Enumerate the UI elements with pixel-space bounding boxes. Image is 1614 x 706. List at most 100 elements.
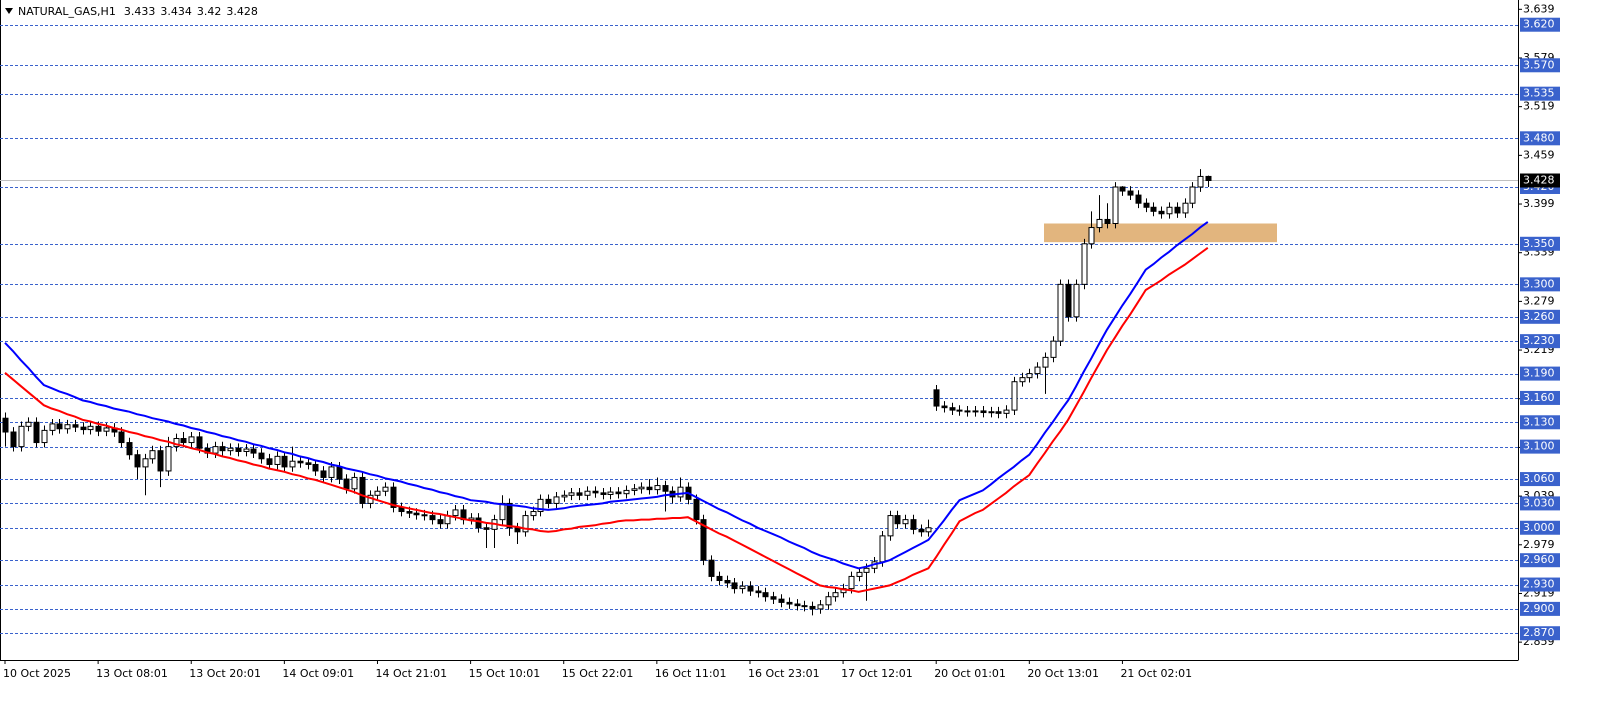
candle-body xyxy=(351,476,358,490)
candle-body xyxy=(1050,340,1057,358)
candle-body xyxy=(956,409,963,412)
collapse-icon[interactable] xyxy=(5,8,13,14)
level-label: 3.570 xyxy=(1523,58,1555,71)
candle-body xyxy=(1057,283,1064,342)
current-price-box xyxy=(1520,173,1560,188)
level-label: 3.060 xyxy=(1523,472,1555,485)
candle-body xyxy=(483,527,490,530)
candle-body xyxy=(173,438,180,448)
x-tick-label: 14 Oct 21:01 xyxy=(375,667,447,680)
moving-average-line xyxy=(4,246,1209,593)
x-tick-label: 14 Oct 09:01 xyxy=(282,667,354,680)
candle-body xyxy=(56,423,63,430)
candle-body xyxy=(794,603,801,607)
x-tick-label: 13 Oct 08:01 xyxy=(96,667,168,680)
candle-body xyxy=(180,438,187,444)
candle-body xyxy=(700,519,707,561)
candle-body xyxy=(1065,283,1072,318)
level-label-box xyxy=(1520,626,1560,641)
candle-body xyxy=(1011,381,1018,411)
candle-body xyxy=(297,460,304,464)
level-label: 3.480 xyxy=(1523,131,1555,144)
chart-title: NATURAL_GAS,H1 xyxy=(18,5,116,18)
candle-body xyxy=(600,492,607,495)
candle-body xyxy=(49,423,56,431)
candle-body xyxy=(825,596,832,606)
candle-body xyxy=(18,425,25,448)
y-tick-label: 3.399 xyxy=(1523,197,1555,210)
candle-body xyxy=(1189,186,1196,204)
candle-body xyxy=(2,417,9,433)
level-label: 3.620 xyxy=(1523,18,1555,31)
candle-body xyxy=(1119,186,1126,192)
level-label: 3.260 xyxy=(1523,310,1555,323)
candle-body xyxy=(848,575,855,590)
candle-body xyxy=(949,407,956,411)
candle-body xyxy=(1019,377,1026,383)
candle-body xyxy=(1104,218,1111,224)
y-tick-label: 3.279 xyxy=(1523,294,1555,307)
candle-body xyxy=(406,511,413,514)
candle-body xyxy=(336,466,343,480)
x-tick-label: 16 Oct 11:01 xyxy=(655,667,727,680)
candle-body xyxy=(607,491,614,495)
candle-body xyxy=(126,442,133,456)
candle-body xyxy=(374,490,381,496)
candle-body xyxy=(157,450,164,472)
candle-body xyxy=(918,528,925,533)
y-tick-label: 3.639 xyxy=(1523,2,1555,15)
candle-body xyxy=(623,489,630,495)
moving-average-line xyxy=(4,221,1209,570)
candle-body xyxy=(654,485,661,491)
candle-body xyxy=(662,485,669,492)
candle-body xyxy=(724,579,731,584)
candle-body xyxy=(1197,175,1204,188)
candle-body xyxy=(902,519,909,525)
candle-body xyxy=(553,496,560,504)
candle-body xyxy=(887,515,894,537)
candle-body xyxy=(250,448,257,454)
level-label: 2.930 xyxy=(1523,578,1555,591)
candle-body xyxy=(530,511,537,517)
candle-body xyxy=(437,519,444,525)
candle-body xyxy=(770,596,777,600)
level-label: 2.900 xyxy=(1523,602,1555,615)
candle-body xyxy=(522,515,529,533)
chart-header: NATURAL_GAS,H1 3.433 3.434 3.42 3.428 xyxy=(18,5,258,18)
candle-body xyxy=(64,424,71,430)
last-low: 3.42 xyxy=(197,5,222,18)
level-label: 3.130 xyxy=(1523,415,1555,428)
candle-body xyxy=(910,519,917,530)
candle-body xyxy=(995,411,1002,414)
level-label-box xyxy=(1520,309,1560,324)
candle-body xyxy=(801,605,808,608)
x-tick-label: 13 Oct 20:01 xyxy=(189,667,261,680)
candle-body xyxy=(646,486,653,491)
candle-body xyxy=(312,463,319,472)
last-open: 3.433 xyxy=(124,5,156,18)
candle-body xyxy=(212,446,219,454)
candle-body xyxy=(1003,409,1010,414)
level-label: 3.030 xyxy=(1523,496,1555,509)
y-tick-label: 3.519 xyxy=(1523,100,1555,113)
candle-body xyxy=(305,462,312,465)
candle-body xyxy=(87,425,94,431)
candle-body xyxy=(708,559,715,577)
candle-body xyxy=(1042,356,1049,368)
x-tick-label: 16 Oct 23:01 xyxy=(748,667,820,680)
candle-body xyxy=(320,470,327,478)
candle-body xyxy=(390,486,397,508)
candle-body xyxy=(1096,218,1103,229)
candle-body xyxy=(475,517,482,529)
candle-body xyxy=(638,486,645,490)
candle-body xyxy=(281,455,288,468)
candle-body xyxy=(413,512,420,516)
candle-body xyxy=(747,585,754,592)
level-label-box xyxy=(1520,334,1560,349)
candle-body xyxy=(762,592,769,598)
x-tick-label: 20 Oct 13:01 xyxy=(1027,667,1099,680)
candle-body xyxy=(149,450,156,460)
candle-body xyxy=(980,410,987,414)
